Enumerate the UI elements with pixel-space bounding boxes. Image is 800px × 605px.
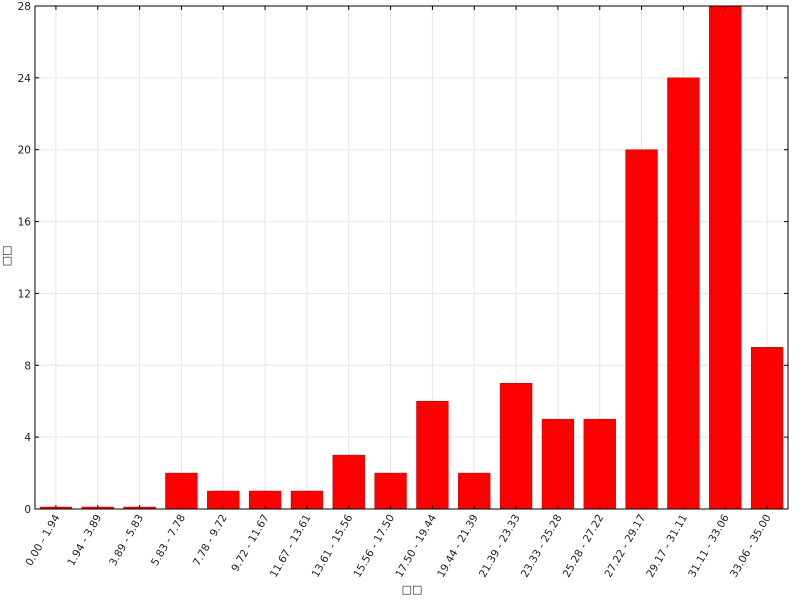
y-tick-label: 16: [18, 217, 32, 229]
bar-15: [667, 77, 700, 510]
bar-10: [458, 472, 491, 510]
plot-frame: [34, 5, 789, 510]
x-tick-label: 0.00 - 1.94: [24, 512, 63, 568]
y-axis-label: □□: [0, 246, 13, 267]
y-tick-label: 12: [18, 288, 31, 300]
x-tick-label: 17.50 - 19.44: [393, 512, 439, 579]
x-tick-label: 7.78 - 9.72: [191, 513, 230, 569]
y-tick-label: 28: [18, 1, 31, 13]
x-tick-label: 19.44 - 21.39: [435, 513, 481, 580]
x-tick-label: 11.67 - 13.61: [268, 513, 314, 580]
bar-9: [416, 400, 449, 510]
x-axis-label: □□: [402, 583, 423, 596]
plot-area: [35, 6, 788, 509]
y-tick-label: 4: [24, 432, 31, 444]
x-tick-label: 33.06 - 35.00: [728, 513, 774, 580]
bar-14: [625, 149, 658, 510]
bar-8: [374, 472, 407, 510]
x-tick-label: 15.56 - 17.50: [351, 513, 397, 580]
bar-13: [583, 418, 616, 510]
x-tick-label: 5.83 - 7.78: [149, 513, 188, 569]
x-tick-label: 29.17 - 31.11: [644, 513, 690, 580]
bar-7: [332, 454, 365, 510]
x-tick-label: 9.72 - 11.67: [229, 513, 271, 574]
x-tick-label: 23.33 - 25.28: [519, 513, 565, 580]
bar-16: [709, 5, 742, 510]
x-tick-label: 21.39 - 23.33: [477, 513, 523, 580]
bar-11: [499, 383, 533, 510]
x-tick-label: 25.28 - 27.22: [561, 513, 607, 580]
x-tick-label: 1.94 - 3.89: [65, 513, 104, 569]
bar-12: [541, 418, 575, 510]
y-tick-label: 24: [18, 73, 32, 85]
y-tick-label: 0: [24, 504, 31, 516]
y-tick-label: 8: [24, 360, 31, 372]
x-tick-label: 13.61 - 15.56: [310, 512, 356, 579]
x-tick-label: 31.11 - 33.06: [686, 512, 732, 579]
x-tick-label: 3.89 - 5.83: [107, 513, 146, 569]
bar-layer: [39, 5, 784, 510]
y-tick-label: 20: [18, 145, 31, 157]
bar-17: [750, 347, 784, 510]
x-tick-label: 27.22 - 29.17: [602, 513, 648, 580]
bar-3: [165, 472, 198, 510]
